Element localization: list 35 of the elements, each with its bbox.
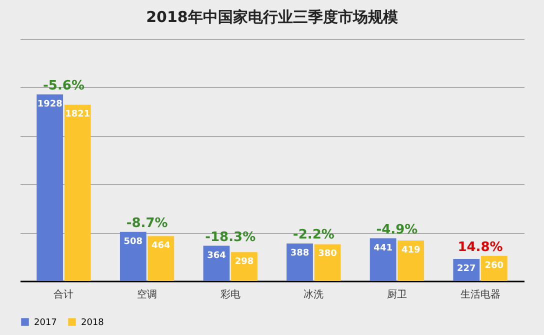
data-label: 464 <box>152 241 170 252</box>
data-label: 1928 <box>37 99 62 110</box>
annotation: 14.8% <box>458 240 503 255</box>
bar <box>148 236 174 281</box>
data-label: 364 <box>207 250 226 261</box>
data-label: 1821 <box>65 110 90 120</box>
data-label: 227 <box>456 264 476 274</box>
data-label: 298 <box>234 257 254 268</box>
x-tick-label: 彩电 <box>220 288 240 300</box>
x-tick-label: 生活电器 <box>460 288 500 300</box>
data-label: 508 <box>124 236 143 247</box>
bar <box>120 232 146 281</box>
bar <box>370 238 396 281</box>
x-tick-label: 冰洗 <box>304 288 324 300</box>
x-tick-label: 厨卫 <box>386 290 407 300</box>
bar <box>286 243 313 281</box>
data-label: 260 <box>484 260 504 271</box>
bar <box>314 244 341 281</box>
legend-label: 2018 <box>81 318 104 328</box>
x-tick-label: 空调 <box>137 288 158 300</box>
annotation: -8.7% <box>126 216 168 231</box>
annotation: -4.9% <box>376 222 418 238</box>
annotation: -5.6% <box>43 78 84 94</box>
annotation: -18.3% <box>205 230 256 245</box>
bar <box>64 104 91 281</box>
chart-title: 2018年中国家电行业三季度市场规模 <box>146 8 399 26</box>
legend-label: 2017 <box>34 318 57 328</box>
bar <box>36 94 64 281</box>
data-label: 388 <box>290 248 310 258</box>
data-label: 441 <box>374 243 392 254</box>
data-label: 419 <box>401 245 420 256</box>
annotation: -2.2% <box>292 227 334 242</box>
bar <box>398 240 424 281</box>
data-label: 380 <box>318 249 337 260</box>
x-tick-label: 合计 <box>54 288 74 300</box>
